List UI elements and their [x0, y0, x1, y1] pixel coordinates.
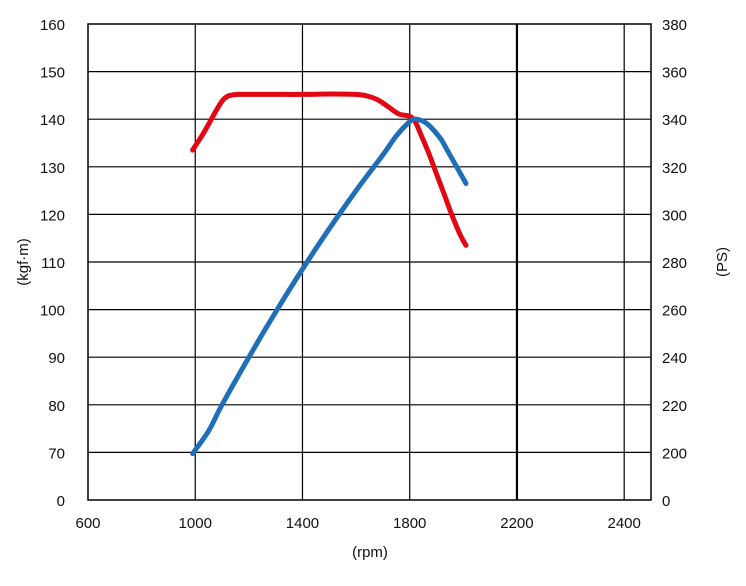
- y-left-tick-label: 90: [48, 350, 65, 367]
- y-left-tick-label: 130: [40, 160, 65, 177]
- x-axis-label: (rpm): [352, 544, 388, 561]
- y-left-tick-label: 150: [40, 65, 65, 82]
- y-right-tick-label: 220: [662, 398, 687, 415]
- y-right-tick-label: 380: [662, 17, 687, 34]
- x-tick-label: 1400: [286, 515, 319, 532]
- y-left-tick-label: 160: [40, 17, 65, 34]
- y-right-tick-label: 300: [662, 207, 687, 224]
- y-left-tick-label: 70: [48, 445, 65, 462]
- y-right-tick-label: 240: [662, 350, 687, 367]
- tick-labels: 600 1000 1400 1800 2200 240007080901001101201…: [40, 17, 687, 532]
- y-axis-left-label: (kgf·m): [15, 238, 32, 286]
- y-left-tick-label: 110: [41, 255, 65, 272]
- x-tick-label: 2200: [500, 515, 533, 532]
- x-tick-label: 600: [75, 515, 100, 532]
- y-left-tick-label: 120: [40, 207, 65, 224]
- y-right-tick-label: 0: [662, 493, 670, 510]
- y-right-tick-label: 260: [662, 303, 687, 320]
- y-left-tick-label: 100: [40, 303, 65, 320]
- x-tick-label: 1000: [179, 515, 212, 532]
- grid: [88, 24, 651, 500]
- y-right-tick-label: 280: [662, 255, 687, 272]
- y-left-tick-label: 0: [57, 493, 65, 510]
- y-right-tick-label: 340: [662, 112, 687, 129]
- y-right-tick-label: 200: [662, 445, 687, 462]
- x-tick-label: 2400: [608, 515, 641, 532]
- plot-frame: [87, 23, 652, 501]
- y-left-tick-label: 140: [40, 112, 65, 129]
- y-left-tick-label: 80: [48, 398, 65, 415]
- power-line: [190, 116, 469, 457]
- torque-line: [190, 91, 469, 248]
- x-tick-label: 1800: [393, 515, 426, 532]
- series-group: [190, 91, 469, 457]
- y-right-tick-label: 320: [662, 160, 687, 177]
- y-axis-right-label: (PS): [714, 247, 731, 277]
- y-right-tick-label: 360: [662, 65, 687, 82]
